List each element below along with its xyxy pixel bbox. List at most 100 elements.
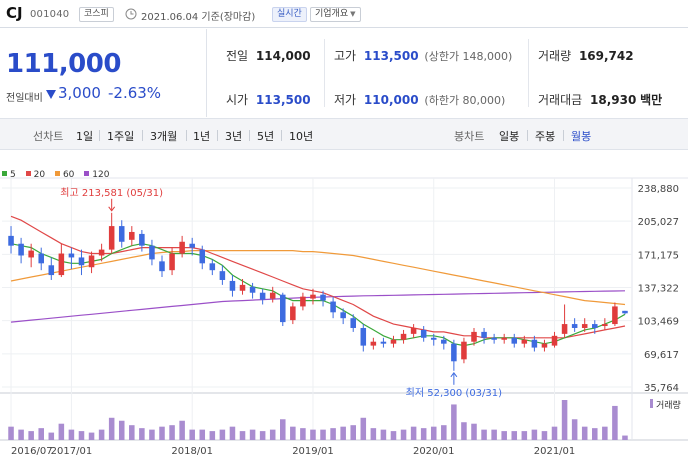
volume-bar bbox=[139, 428, 145, 440]
x-tick-label: 2021/01 bbox=[534, 446, 576, 457]
y-tick-label: 238,880 bbox=[638, 184, 679, 195]
candle-body bbox=[370, 341, 377, 346]
candle-body bbox=[290, 306, 296, 321]
y-tick-label: 171,175 bbox=[638, 250, 679, 261]
candle-daily[interactable]: 일봉 bbox=[499, 130, 520, 143]
volume-bar bbox=[129, 425, 135, 440]
legend-ma60: 60 bbox=[54, 170, 74, 180]
volume-bar bbox=[360, 417, 367, 440]
stat-open: 시가 113,500 bbox=[226, 91, 311, 108]
volume-bar bbox=[18, 429, 24, 440]
volume-bar bbox=[561, 400, 568, 440]
candle-body bbox=[340, 312, 346, 319]
candle-body bbox=[521, 339, 528, 344]
period-3y[interactable]: 3년 bbox=[225, 130, 243, 143]
candle-weekly[interactable]: 주봉 bbox=[535, 130, 556, 143]
volume-bar bbox=[340, 426, 346, 440]
candle-body bbox=[88, 255, 95, 268]
candle-body bbox=[390, 339, 397, 344]
ma20-line bbox=[10, 215, 626, 339]
candle-body bbox=[239, 284, 246, 291]
volume-bar bbox=[280, 419, 286, 440]
stat-value: 114,000 bbox=[255, 49, 311, 63]
volume-bar bbox=[249, 429, 256, 440]
stat-label: 저가 bbox=[334, 93, 357, 107]
stat-high: 고가 113,500 (상한가 148,000) bbox=[334, 47, 512, 64]
volume-bar bbox=[420, 428, 427, 440]
candle-body bbox=[58, 253, 65, 276]
volume-bar bbox=[481, 429, 487, 440]
stat-value: 113,500 bbox=[255, 93, 311, 107]
candle-body bbox=[330, 301, 336, 313]
period-1w[interactable]: 1주일 bbox=[107, 130, 135, 143]
candle-body bbox=[189, 243, 195, 248]
period-5y[interactable]: 5년 bbox=[257, 130, 275, 143]
volume-bar bbox=[380, 429, 387, 440]
candle-body bbox=[441, 339, 447, 344]
company-overview-label: 기업개요 bbox=[315, 9, 349, 19]
candle-body bbox=[511, 337, 518, 344]
candle-body bbox=[48, 265, 55, 276]
ma60-line bbox=[10, 249, 626, 306]
stat-label: 거래대금 bbox=[538, 93, 583, 107]
candle-body bbox=[320, 294, 326, 301]
legend-label: 5 bbox=[10, 170, 16, 180]
divider bbox=[281, 130, 282, 141]
candle-body bbox=[18, 243, 24, 256]
volume-bar bbox=[310, 429, 316, 440]
y-tick-label: 103,469 bbox=[638, 317, 679, 328]
stat-sub: (하한가 80,000) bbox=[424, 94, 506, 107]
divider bbox=[528, 39, 529, 107]
volume-bar bbox=[219, 429, 226, 440]
x-tick-label: 2018/01 bbox=[171, 446, 213, 457]
price-stats: 전일 114,000 고가 113,500 (상한가 148,000) 거래량 … bbox=[208, 29, 688, 117]
volume-bar bbox=[209, 431, 216, 440]
stat-value: 110,000 bbox=[363, 93, 419, 107]
candle-body bbox=[571, 324, 578, 328]
candle-body bbox=[531, 339, 538, 348]
period-3m[interactable]: 3개월 bbox=[150, 130, 178, 143]
volume-bar bbox=[390, 431, 397, 440]
stat-sub: (상한가 148,000) bbox=[424, 50, 513, 63]
candle-monthly[interactable]: 월봉 bbox=[571, 130, 592, 143]
stat-label: 시가 bbox=[226, 93, 249, 107]
legend-ma20: 20 bbox=[25, 170, 45, 180]
volume-bar bbox=[189, 429, 195, 440]
x-tick-label: 2017/01 bbox=[51, 446, 93, 457]
divider bbox=[249, 130, 250, 141]
chevron-down-icon: ▼ bbox=[350, 10, 356, 18]
volume-bar bbox=[511, 431, 518, 440]
candle-body bbox=[249, 286, 256, 293]
legend-swatch bbox=[25, 171, 31, 176]
candle-body bbox=[8, 235, 14, 246]
candle-body bbox=[602, 324, 608, 327]
stock-chart[interactable]: 거래량 238,880 205,027 171,175 137,322 103,469 6… bbox=[0, 151, 688, 467]
volume-bar bbox=[58, 423, 65, 440]
stat-low: 저가 110,000 (하한가 80,000) bbox=[334, 91, 505, 108]
volume-bar bbox=[541, 431, 548, 440]
volume-bar bbox=[320, 429, 326, 440]
volume-bar bbox=[581, 426, 588, 440]
y-tick-label: 205,027 bbox=[638, 217, 679, 228]
divider bbox=[186, 130, 187, 141]
candle-body bbox=[38, 253, 44, 264]
chart-toolbar: 선차트 1일 1주일 3개월 1년 3년 5년 10년 봉차트 일봉 주봉 월봉 bbox=[0, 118, 688, 150]
company-overview-button[interactable]: 기업개요 ▼ bbox=[310, 7, 361, 22]
volume-bar bbox=[229, 426, 236, 440]
candle-body bbox=[169, 253, 175, 271]
clock-icon bbox=[125, 8, 137, 20]
candle-body bbox=[219, 271, 226, 280]
divider bbox=[563, 130, 564, 141]
candle-body bbox=[350, 318, 356, 328]
volume-bar bbox=[259, 431, 266, 440]
period-10y[interactable]: 10년 bbox=[289, 130, 314, 143]
candle-body bbox=[622, 310, 628, 314]
candle-body bbox=[612, 306, 618, 325]
realtime-button[interactable]: 실시간 bbox=[272, 7, 307, 22]
legend-swatch bbox=[84, 171, 90, 176]
volume-bar bbox=[118, 420, 125, 440]
candle-body bbox=[541, 343, 548, 348]
period-1d[interactable]: 1일 bbox=[76, 130, 94, 143]
period-1y[interactable]: 1년 bbox=[193, 130, 211, 143]
candle-body bbox=[159, 261, 165, 272]
